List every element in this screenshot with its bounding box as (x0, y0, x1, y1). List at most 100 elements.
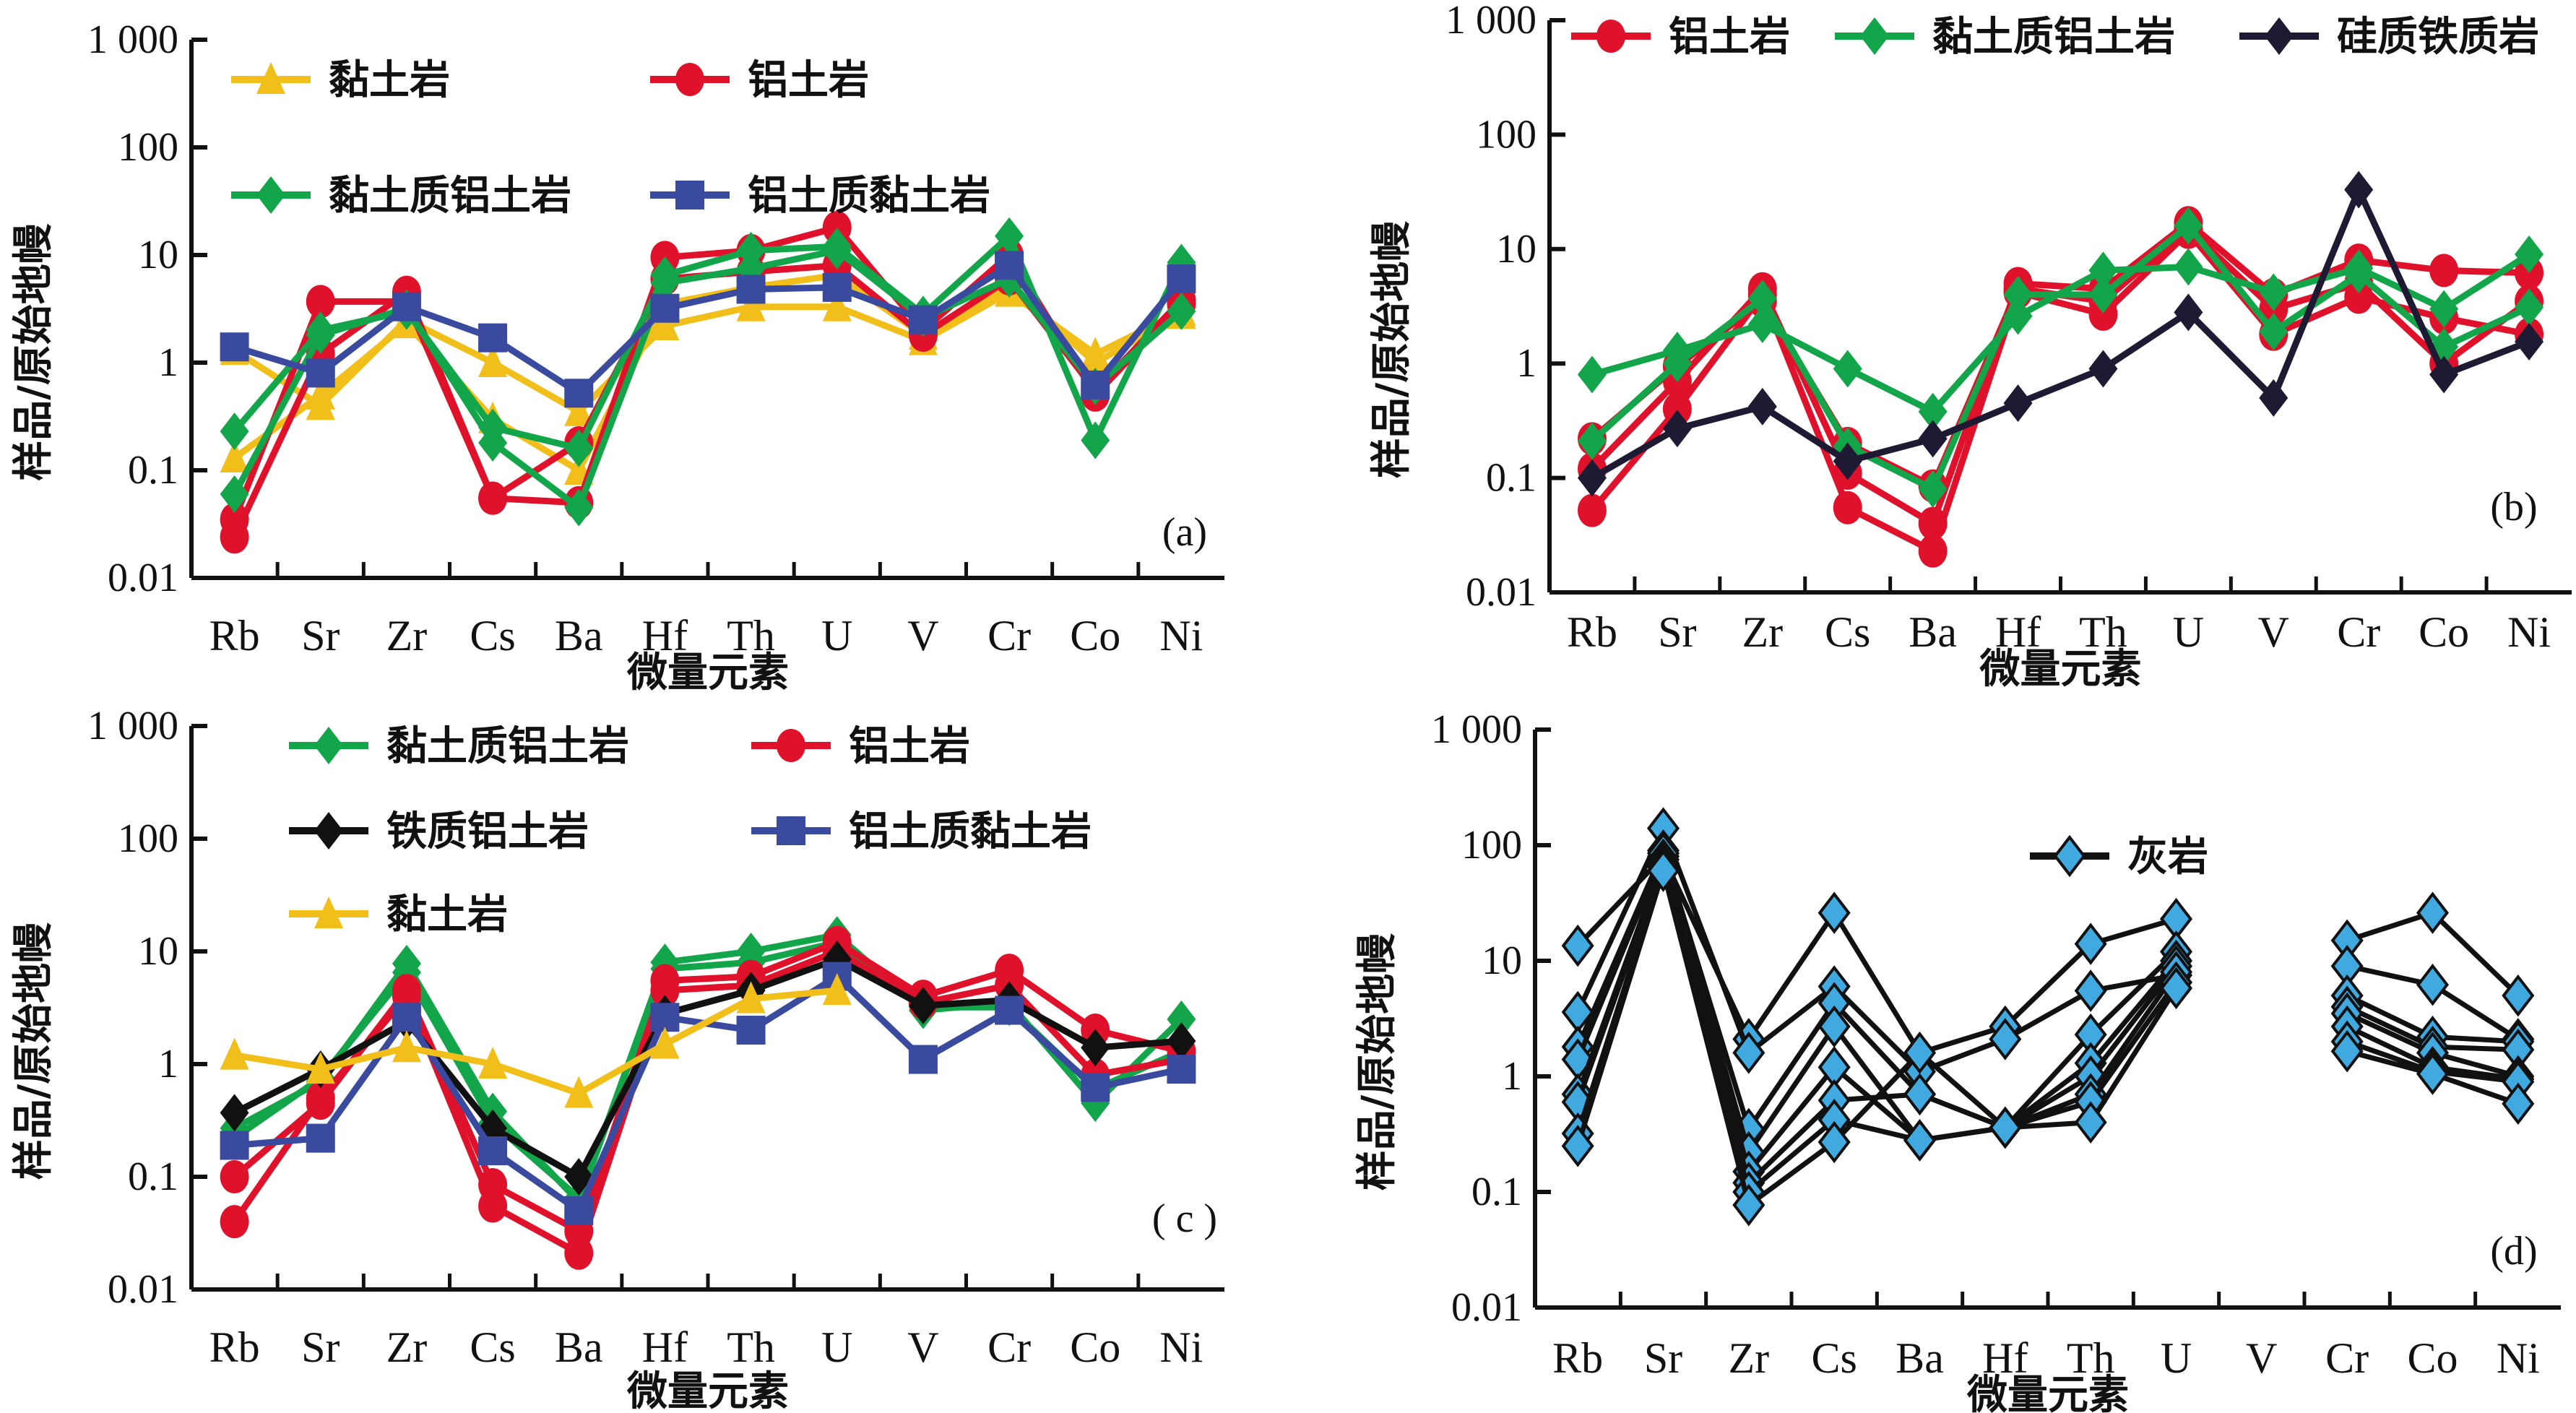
data-point (2515, 323, 2544, 361)
series-1 (1577, 215, 2544, 568)
x-tick-label: U (2173, 608, 2204, 656)
legend-label: 黏土质铝土岩 (386, 723, 629, 770)
series-line (231, 948, 1183, 1257)
legend-marker (675, 63, 704, 96)
legend-marker (1596, 20, 1625, 53)
legend-label: 黏土岩 (386, 891, 508, 938)
data-point (306, 358, 335, 388)
y-tick-label: 0.01 (108, 1267, 178, 1312)
data-point (2515, 288, 2544, 327)
data-point (564, 429, 594, 467)
data-point (564, 379, 594, 408)
x-axis-title: 微量元素 (626, 649, 789, 693)
x-tick-label: Sr (1658, 608, 1696, 656)
series-5 (1577, 170, 2544, 497)
data-point (564, 1158, 594, 1196)
data-point (478, 1189, 508, 1223)
data-point (2088, 251, 2118, 290)
y-tick-label: 1 (1516, 341, 1536, 386)
data-point (564, 1076, 594, 1108)
legend-label: 黏土质铝土岩 (329, 173, 571, 220)
data-point (1818, 891, 1851, 934)
data-point (2074, 969, 2107, 1012)
y-tick-label: 0.1 (128, 448, 178, 493)
data-point (1081, 1029, 1110, 1067)
data-point (2429, 254, 2459, 288)
x-tick-label: V (907, 612, 938, 660)
series-5 (220, 231, 1196, 527)
x-tick-label: Zr (386, 612, 428, 660)
data-point (2074, 1101, 2107, 1144)
data-point (1577, 422, 1607, 460)
x-tick-label: Ni (1159, 1323, 1203, 1371)
x-tick-label: Hf (642, 612, 688, 660)
data-point (650, 293, 680, 323)
x-tick-label: Rb (1567, 608, 1617, 656)
y-tick-label: 0.1 (1471, 1170, 1522, 1214)
data-point (1989, 1018, 2022, 1060)
chart-panel-a: 0.01 0.1 1 10 100 1 000 Rb Sr Zr Cs Ba Hf Th U V Cr Co Ni… (0, 0, 1286, 693)
data-point (1577, 459, 1607, 497)
x-tick-label: Rb (1552, 1334, 1603, 1382)
y-tick-label: 1 000 (87, 704, 178, 748)
data-point (220, 332, 249, 362)
data-point (220, 520, 249, 554)
data-point (220, 1205, 249, 1239)
y-tick-label: 100 (118, 125, 178, 170)
y-axis-title: 样品/原始地幔 (1354, 933, 1401, 1191)
data-point (220, 1131, 249, 1160)
y-tick-label: 1 000 (87, 17, 178, 62)
legend-label: 灰岩 (2127, 834, 2208, 881)
data-point (1833, 442, 1862, 480)
data-point (564, 488, 594, 527)
data-point (478, 1047, 508, 1079)
series-6 (220, 973, 852, 1108)
y-tick-label: 1 (158, 340, 178, 385)
x-tick-label: Sr (301, 612, 340, 660)
series-6 (220, 251, 1196, 408)
data-point (822, 289, 852, 321)
x-tick-label: Cs (1811, 1334, 1857, 1382)
legend-marker (777, 729, 805, 762)
data-point (1903, 1119, 1937, 1162)
data-point (822, 210, 852, 244)
x-tick-label: Co (2407, 1334, 2458, 1382)
data-point (478, 345, 508, 377)
data-point (822, 272, 852, 302)
x-tick-label: Th (727, 1323, 775, 1371)
chart-c-svg: 0.01 0.1 1 10 100 1 000 Rb Sr Zr Cs Ba Hf Th U V Cr Co Ni… (10, 704, 1224, 1413)
data-point (2429, 355, 2459, 394)
series-line (1590, 225, 2531, 490)
x-tick-label: Ba (1896, 1334, 1944, 1382)
y-tick-label: 100 (1461, 823, 1522, 868)
legend-marker (314, 896, 343, 928)
x-tick-label: Cr (2325, 1334, 2369, 1382)
x-tick-label: V (907, 1323, 938, 1371)
legend-label: 铝土质黏土岩 (849, 808, 1092, 855)
data-point (650, 974, 680, 1008)
data-point (1747, 387, 1777, 425)
legend-label: 硅质铁质岩 (2337, 14, 2539, 61)
data-point (2344, 255, 2374, 293)
data-point (822, 231, 852, 269)
chart-a-svg: 0.01 0.1 1 10 100 1 000 Rb Sr Zr Cs Ba Hf Th U V Cr Co Ni… (10, 17, 1224, 693)
data-point (2416, 963, 2450, 1006)
series-line (1589, 219, 2530, 527)
legend-item: 铝土质黏土岩 (650, 173, 990, 220)
panel-label: (b) (2490, 485, 2537, 530)
legend-label: 铝土岩 (849, 723, 970, 770)
series-line (1590, 186, 2530, 481)
x-tick-label: Ni (1159, 612, 1203, 660)
data-point (392, 954, 421, 992)
data-point (2502, 1082, 2535, 1125)
data-point (306, 1052, 335, 1084)
chart-b-svg: 0.01 0.1 1 10 100 1 000 Rb Sr Zr Cs Ba Hf Th U V Cr Co Ni… (1368, 0, 2572, 693)
legend-marker (314, 812, 343, 850)
y-tick-label: 1 (158, 1042, 178, 1086)
legend-item: 铝土质黏土岩 (751, 808, 1092, 855)
x-tick-label: Zr (1742, 608, 1783, 656)
data-point (478, 1136, 508, 1166)
series-2 (220, 925, 1196, 1248)
x-tick-label: U (821, 1323, 852, 1371)
y-tick-label: 0.1 (128, 1154, 178, 1199)
